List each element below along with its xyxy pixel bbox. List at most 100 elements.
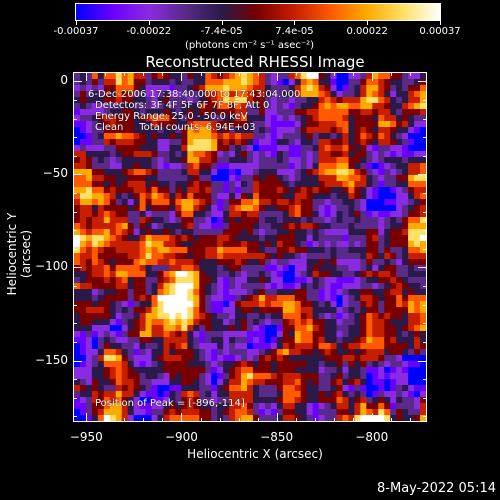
heatmap-cell bbox=[354, 126, 361, 134]
heatmap-cell bbox=[163, 361, 170, 368]
heatmap-cell bbox=[97, 144, 105, 152]
heatmap-cell bbox=[85, 288, 93, 296]
heatmap-cell bbox=[324, 241, 331, 248]
heatmap-cell bbox=[294, 379, 302, 386]
heatmap-cell bbox=[79, 234, 87, 242]
heatmap-cell bbox=[163, 168, 170, 176]
heatmap-cell bbox=[85, 156, 93, 164]
heatmap-cell bbox=[336, 73, 343, 80]
heatmap-cell bbox=[384, 283, 391, 290]
heatmap-cell bbox=[294, 247, 302, 254]
heatmap-cell bbox=[372, 126, 379, 134]
heatmap-cell bbox=[384, 313, 391, 320]
heatmap-cell bbox=[414, 276, 421, 284]
heatmap-cell bbox=[390, 163, 397, 170]
heatmap-cell bbox=[145, 205, 152, 212]
heatmap-cell bbox=[151, 384, 158, 392]
heatmap-cell bbox=[181, 354, 188, 362]
heatmap-cell bbox=[103, 247, 111, 254]
x-minor-tick bbox=[143, 418, 145, 422]
heatmap-cell bbox=[97, 126, 105, 134]
heatmap-cell bbox=[103, 367, 111, 374]
heatmap-cell bbox=[217, 300, 224, 308]
heatmap-cell bbox=[103, 313, 111, 320]
heatmap-cell bbox=[258, 102, 266, 110]
heatmap-cell bbox=[235, 109, 242, 116]
heatmap-cell bbox=[396, 247, 403, 254]
heatmap-cell bbox=[396, 384, 403, 392]
heatmap-cell bbox=[324, 367, 331, 374]
heatmap-cell bbox=[169, 180, 176, 188]
heatmap-cell bbox=[163, 78, 170, 86]
heatmap-cell bbox=[390, 306, 397, 314]
heatmap-cell bbox=[306, 247, 314, 254]
heatmap-cell bbox=[360, 295, 367, 302]
heatmap-cell bbox=[175, 306, 182, 314]
y-minor-tick bbox=[423, 286, 427, 288]
heatmap-cell bbox=[360, 283, 367, 290]
heatmap-cell bbox=[348, 252, 355, 260]
heatmap-cell bbox=[115, 241, 123, 248]
heatmap-cell bbox=[270, 180, 278, 188]
heatmap-cell bbox=[79, 121, 87, 128]
heatmap-cell bbox=[420, 259, 426, 266]
heatmap-cell bbox=[354, 372, 361, 380]
heatmap-cell bbox=[181, 163, 188, 170]
heatmap-cell bbox=[396, 229, 403, 236]
heatmap-cell bbox=[151, 205, 158, 212]
heatmap-cell bbox=[324, 109, 331, 116]
heatmap-cell bbox=[229, 361, 236, 368]
heatmap-cell bbox=[211, 330, 218, 338]
heatmap-cell bbox=[151, 229, 158, 236]
heatmap-cell bbox=[288, 175, 296, 182]
heatmap-cell bbox=[414, 73, 421, 80]
heatmap-cell bbox=[163, 415, 170, 421]
heatmap-cell bbox=[229, 187, 236, 194]
heatmap-cell bbox=[348, 276, 355, 284]
heatmap-cell bbox=[205, 408, 212, 416]
heatmap-cell bbox=[342, 114, 349, 122]
heatmap-cell bbox=[366, 234, 373, 242]
heatmap-cell bbox=[252, 241, 260, 248]
heatmap-cell bbox=[318, 198, 325, 206]
heatmap-cell bbox=[372, 325, 379, 332]
heatmap-cell bbox=[175, 234, 182, 242]
heatmap-cell bbox=[193, 222, 200, 230]
heatmap-cell bbox=[294, 97, 302, 104]
heatmap-cell bbox=[342, 330, 349, 338]
heatmap-cell bbox=[354, 271, 361, 278]
heatmap-cell bbox=[211, 283, 218, 290]
heatmap-cell bbox=[288, 283, 296, 290]
heatmap-cell bbox=[408, 396, 415, 404]
heatmap-cell bbox=[187, 342, 194, 350]
heatmap-cell bbox=[139, 241, 146, 248]
heatmap-cell bbox=[270, 132, 278, 140]
heatmap-cell bbox=[342, 259, 349, 266]
heatmap-cell bbox=[247, 109, 254, 116]
heatmap-cell bbox=[115, 234, 123, 242]
heatmap-cell bbox=[193, 330, 200, 338]
heatmap-cell bbox=[288, 342, 296, 350]
heatmap-cell bbox=[235, 396, 242, 404]
heatmap-cell bbox=[378, 403, 385, 410]
heatmap-cell bbox=[312, 354, 320, 362]
heatmap-cell bbox=[187, 306, 194, 314]
heatmap-cell bbox=[157, 288, 164, 296]
heatmap-cell bbox=[282, 415, 290, 421]
heatmap-cell bbox=[360, 396, 367, 404]
heatmap-cell bbox=[175, 379, 182, 386]
heatmap-cell bbox=[366, 144, 373, 152]
heatmap-cell bbox=[276, 408, 284, 416]
heatmap-cell bbox=[420, 144, 426, 152]
heatmap-cell bbox=[354, 408, 361, 416]
heatmap-cell bbox=[205, 193, 212, 200]
heatmap-cell bbox=[324, 175, 331, 182]
heatmap-cell bbox=[330, 330, 337, 338]
heatmap-cell bbox=[372, 163, 379, 170]
heatmap-cell bbox=[74, 229, 81, 236]
heatmap-cell bbox=[306, 271, 314, 278]
heatmap-cell bbox=[145, 337, 152, 344]
heatmap-cell bbox=[318, 241, 325, 248]
heatmap-cell bbox=[127, 126, 135, 134]
heatmap-cell bbox=[288, 217, 296, 224]
